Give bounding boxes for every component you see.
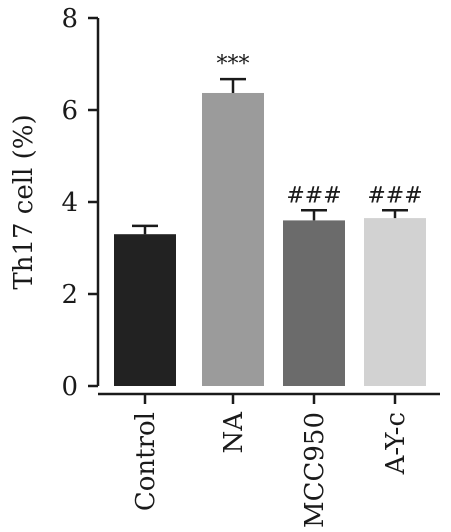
y-tick-label: 0 <box>61 372 78 402</box>
y-ticks: 0 2 4 6 8 <box>61 4 98 402</box>
bar-mcc950 <box>283 220 345 386</box>
x-ticks: Control NA MCC950 A-Y-c <box>131 394 411 528</box>
x-tick-label: NA <box>219 411 249 454</box>
y-tick-label: 6 <box>61 96 78 126</box>
x-tick-label: MCC950 <box>300 412 330 528</box>
y-axis-label: Th17 cell (%) <box>9 114 39 289</box>
x-tick-label: A-Y-c <box>381 412 411 475</box>
bar-a-y-c <box>364 218 426 386</box>
y-tick-label: 2 <box>61 280 78 310</box>
y-tick-label: 8 <box>61 4 78 34</box>
error-bars <box>132 77 408 235</box>
error-bar <box>301 209 327 221</box>
error-bar <box>132 224 158 235</box>
x-tick-label: Control <box>131 412 161 511</box>
error-bar <box>220 77 246 93</box>
bar-na <box>202 92 264 386</box>
bar-control <box>114 234 176 386</box>
bars <box>114 92 426 386</box>
significance-label: *** <box>217 52 250 77</box>
y-tick-label: 4 <box>61 188 78 218</box>
significance-label: ### <box>286 183 341 208</box>
error-bar <box>382 209 408 219</box>
significance-annotations: *** ### ### <box>217 52 423 208</box>
significance-label: ### <box>367 183 422 208</box>
